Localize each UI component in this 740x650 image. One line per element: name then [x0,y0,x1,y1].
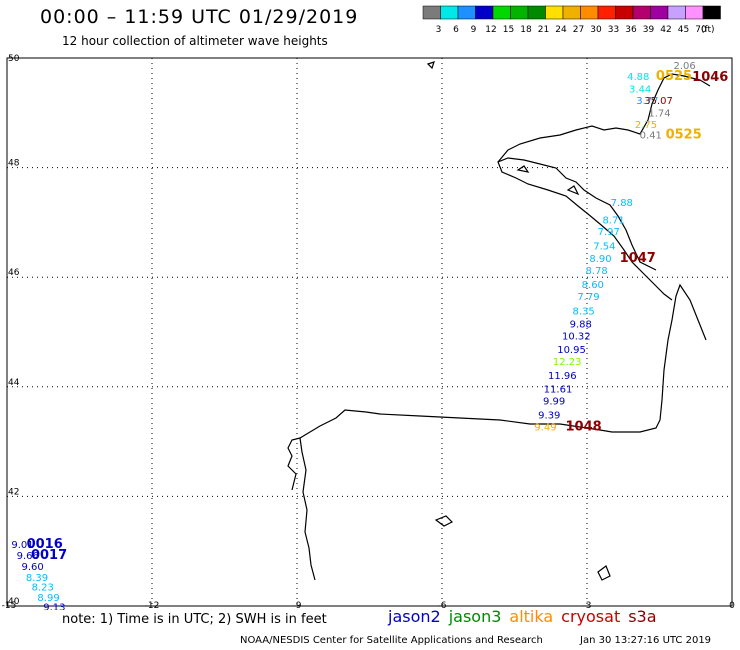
wave-height-label: 7.79 [577,292,599,303]
lat-tick-label: 40 [8,597,20,607]
legend-bin-label: 12 [485,25,496,35]
island-4 [566,185,580,196]
pass-time-label: 1047 [620,251,656,266]
wave-height-label: 9.99 [543,396,565,407]
pass-time-label: 0017 [31,548,67,563]
legend-bin-label: 45 [678,25,689,35]
lat-tick-label: 44 [8,378,20,388]
legend-bin-label: 30 [590,25,602,35]
legend-bin-label: 27 [573,25,584,35]
legend-bin-label: 9 [471,25,477,35]
graticule [7,58,732,606]
wave-height-label: 7.97 [598,227,620,238]
legend-bin-label: 24 [555,25,567,35]
latitude-labels: 50 48 46 44 42 40 [8,54,20,607]
wave-height-label: 3.44 [629,85,651,96]
wave-height-label: 11.96 [548,371,577,382]
map-frame [6,57,733,607]
mission-jason2: jason2 [388,607,441,626]
wave-height-label: 9.01 [11,540,33,551]
pass-time-label: 1046 [692,70,728,85]
wave-height-label: 8.78 [586,266,608,277]
legend-bin-label: 3 [436,25,442,35]
wave-height-label: 7.88 [611,198,633,209]
legend-bin-label: 21 [538,25,549,35]
mission-cryosat: cryosat [561,607,621,626]
island-1 [434,515,454,527]
wave-height-label: 8.71 [602,215,624,226]
coastline-brittany-north [497,73,711,163]
pass-time-label: 0016 [27,537,63,552]
wave-height-label: 3.77 [636,96,658,107]
wave-height-label: 2.75 [635,120,657,131]
lon-tick-label: -3 [583,601,592,610]
lat-tick-label: 48 [8,159,20,169]
wave-height-label: 9.39 [538,411,560,422]
island-2 [597,565,611,581]
legend-bin-label: 15 [503,25,514,35]
wave-height-observations: 2.064.88 0525 10463.443.7735.071.742.750.4… [11,61,728,610]
wave-height-label: 8.60 [582,280,604,291]
lon-tick-label: -6 [438,601,447,610]
wave-height-label: 35.07 [644,96,673,107]
wave-height-label: 9.66 [17,551,39,562]
mission-jason3: jason3 [448,607,502,626]
wave-height-label: 2.06 [674,61,696,72]
coastline-spain-north [287,283,707,581]
wave-height-label: 8.39 [26,573,48,584]
island-3 [516,165,530,173]
mission-s3a: s3a [628,607,657,626]
wave-height-label: 10.32 [562,332,591,343]
legend-bin-label: 33 [608,25,619,35]
wave-height-label: 11.61 [544,384,573,395]
coastline-france-west [497,157,673,301]
map-title: 00:00 – 11:59 UTC 01/29/2019 [40,6,359,28]
legend-unit: (ft) [701,25,715,35]
legend-bin-label: 70 [695,25,707,35]
legend-bin-label: 18 [520,25,532,35]
legend-bin-label: 6 [453,25,459,35]
wave-height-label: 9.88 [570,320,592,331]
longitude-labels: -15 -12 -9 -6 -3 0 [2,601,735,610]
legend-bin-label: 42 [660,25,671,35]
legend-swatch [702,5,721,20]
lat-tick-label: 46 [8,268,20,278]
wave-height-label: 9.60 [21,562,43,573]
credit-organization: NOAA/NESDIS Center for Satellite Applica… [240,635,543,646]
mission-altika: altika [509,607,554,626]
mission-legend: jason2 jason3 altika cryosat s3a [388,607,665,626]
credit-timestamp: Jan 30 13:27:16 UTC 2019 [580,635,712,646]
lon-tick-label: -9 [293,601,302,610]
wave-height-label: 10.95 [557,345,586,356]
wave-height-label: 8.23 [32,583,54,594]
lon-tick-label: -15 [2,601,17,610]
map-subtitle: 12 hour collection of altimeter wave hei… [62,34,328,48]
pass-time-label: 0525 [656,69,692,84]
lon-tick-label: 0 [729,601,735,610]
color-legend: 3 6 9 12 15 18 21 24 27 30 33 36 39 42 45 70(ft) [422,5,721,35]
wave-height-label: 12.23 [553,357,582,368]
wave-height-label: 8.90 [589,254,611,265]
legend-bin-label: 36 [625,25,637,35]
pass-time-label: 0525 [666,128,702,143]
legend-bin-label: 39 [643,25,655,35]
wave-height-label: 7.54 [593,241,615,252]
wave-height-label: 0.41 [640,131,662,142]
wave-height-label: 1.74 [648,109,670,120]
island-5 [426,61,435,70]
lon-tick-label: -12 [145,601,160,610]
wave-height-label: 8.99 [37,593,59,604]
wave-height-label: 9.49 [534,423,556,434]
wave-height-label: 8.35 [572,306,594,317]
lat-tick-label: 50 [8,54,20,64]
map-canvas: 2.064.88 0525 10463.443.7735.071.742.750.4… [2,54,735,610]
lat-tick-label: 42 [8,487,19,497]
wave-height-label: 4.88 [627,72,649,83]
coastline [287,61,711,581]
pass-time-label: 1048 [566,420,602,435]
footer-note: note: 1) Time is in UTC; 2) SWH is in fe… [62,612,327,627]
wave-height-label: 9.13 [43,602,65,610]
